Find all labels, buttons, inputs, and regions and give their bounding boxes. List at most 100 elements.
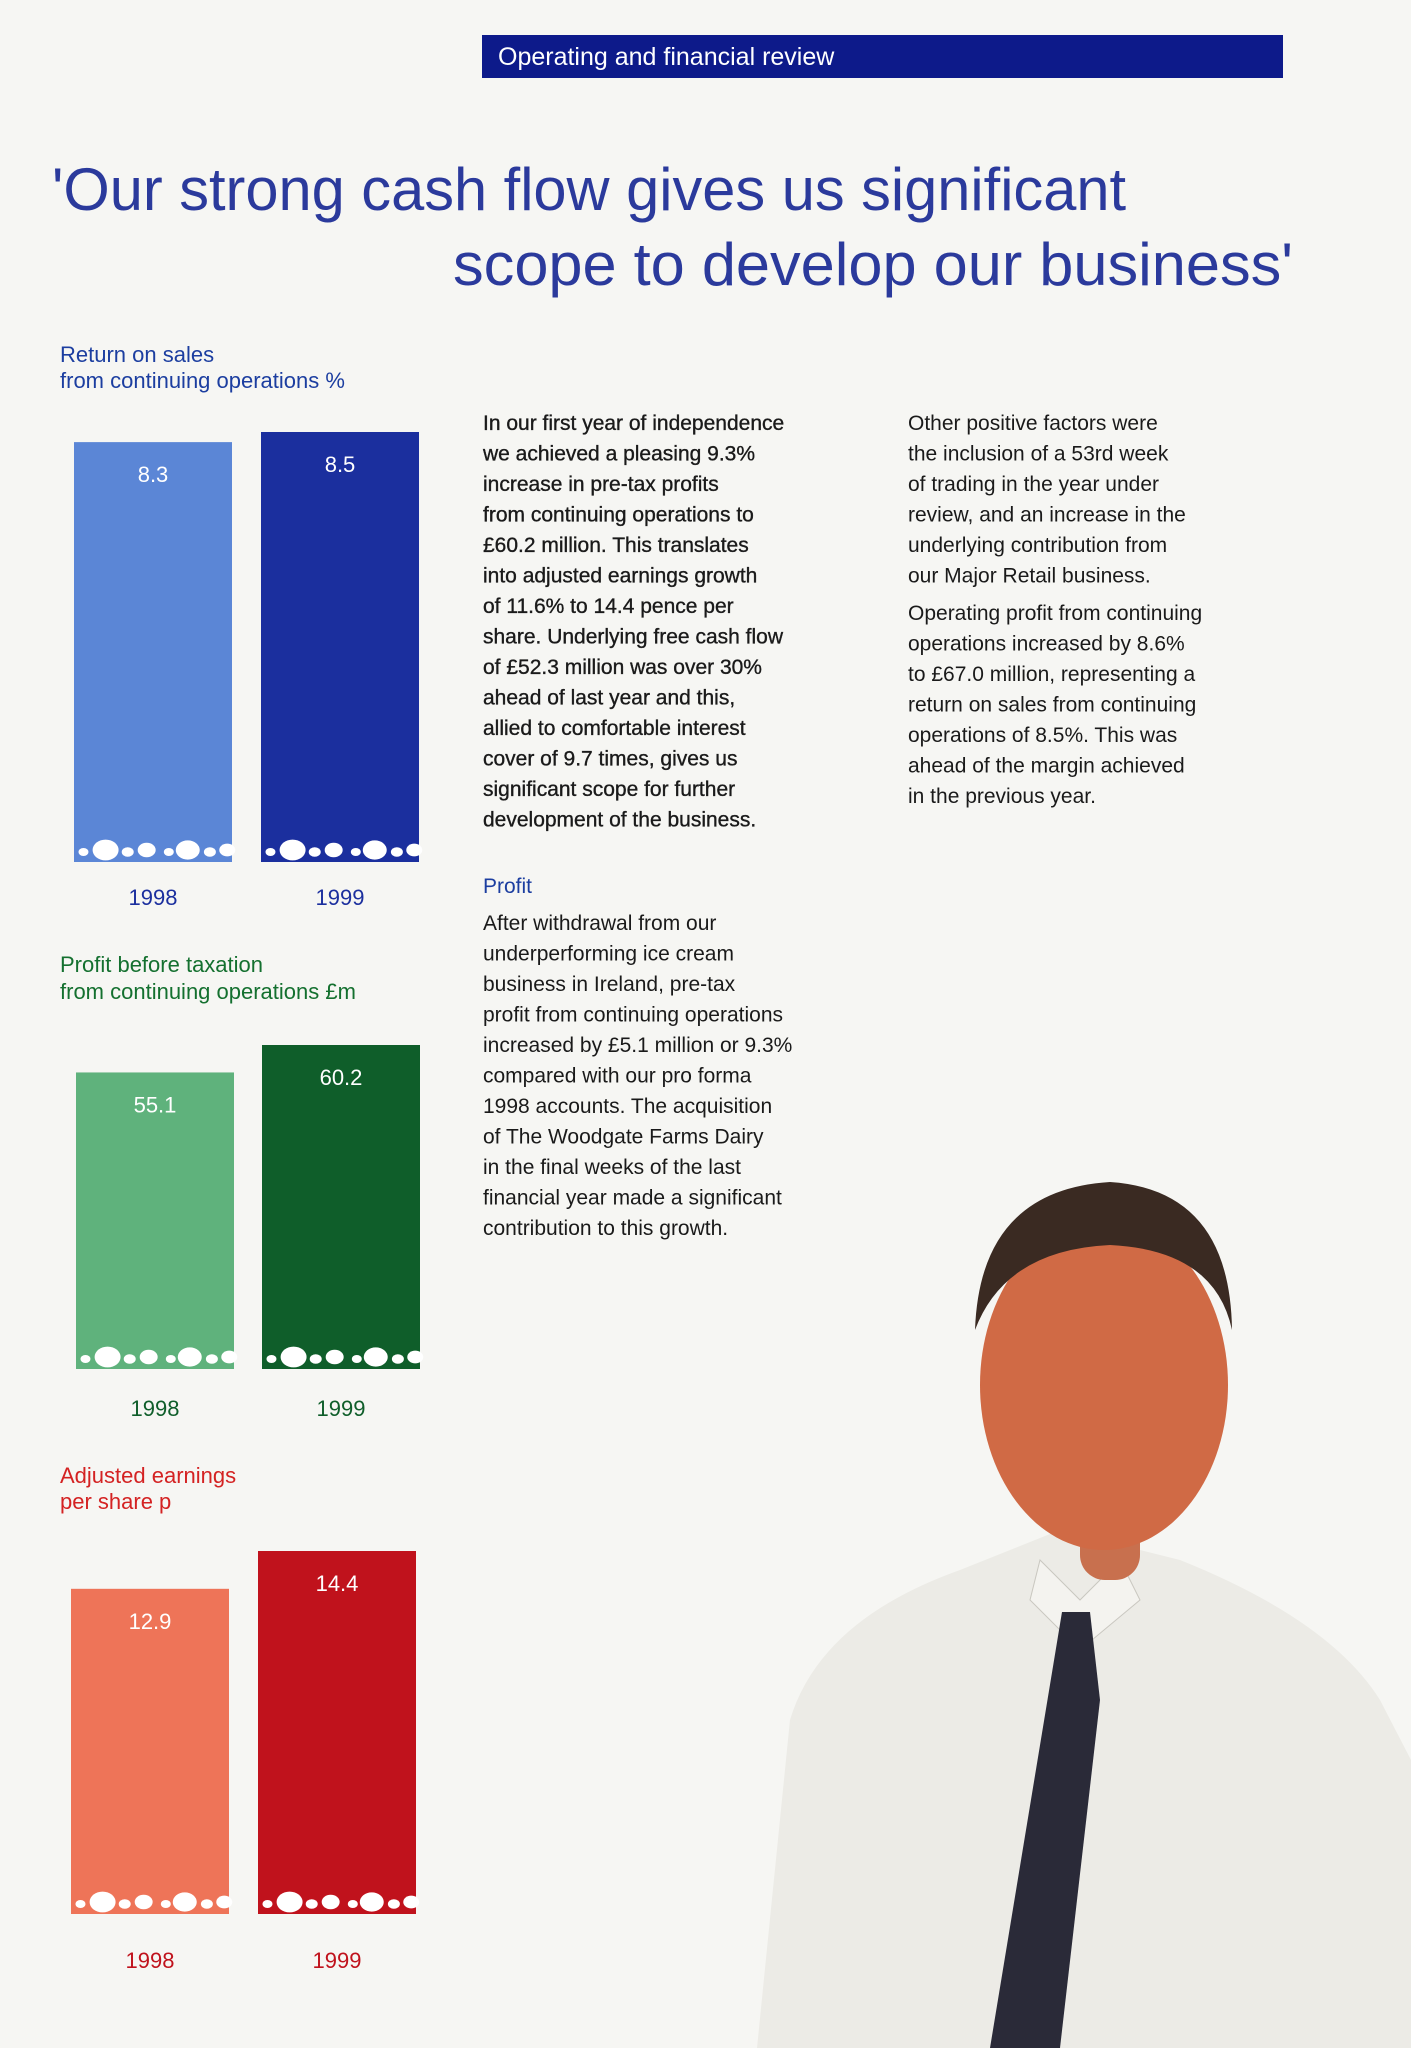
body-line: profit from continuing operations <box>483 1004 783 1027</box>
chart-title: Profit before taxation <box>60 952 263 977</box>
bubble <box>265 848 276 856</box>
portrait <box>757 1182 1411 2048</box>
bubble <box>89 1891 116 1913</box>
category-label: 1999 <box>316 885 365 910</box>
bubble <box>387 1899 400 1909</box>
body-line: increased by £5.1 million or 9.3% <box>483 1034 792 1057</box>
bubble <box>134 1894 153 1910</box>
chart-title: Return on sales <box>60 342 214 367</box>
body-line: from continuing operations to <box>483 504 754 527</box>
bubble <box>75 1900 86 1908</box>
bar <box>71 1588 229 1914</box>
body-line: of The Woodgate Farms Dairy <box>483 1126 764 1149</box>
body-line: review, and an increase in the <box>908 504 1186 527</box>
bubble <box>216 1895 233 1909</box>
body-line: £60.2 million. This translates <box>483 534 749 557</box>
value-label: 14.4 <box>316 1571 359 1596</box>
header-title: Operating and financial review <box>498 43 835 71</box>
bubble <box>279 839 306 861</box>
bubble <box>347 1900 358 1908</box>
bubble <box>175 840 200 860</box>
body-line: increase in pre-tax profits <box>483 473 719 496</box>
body-line: underlying contribution from <box>908 534 1167 557</box>
bubble <box>205 1354 218 1364</box>
bubble <box>172 1892 197 1912</box>
value-label: 60.2 <box>320 1065 363 1090</box>
section-heading: Profit <box>483 875 532 898</box>
chart-title: from continuing operations £m <box>60 979 356 1004</box>
body-line: After withdrawal from our <box>483 912 716 935</box>
bubble <box>80 1355 91 1363</box>
body-line: Operating profit from continuing <box>908 602 1202 625</box>
bubble <box>123 1354 136 1364</box>
body-line: of £52.3 million was over 30% <box>483 656 762 679</box>
bubble <box>139 1349 158 1365</box>
body-line: in the final weeks of the last <box>483 1156 741 1179</box>
bubble <box>203 847 216 857</box>
bubble <box>309 1354 322 1364</box>
body-line: to £67.0 million, representing a <box>908 663 1195 686</box>
body-line: development of the business. <box>483 809 756 832</box>
bubble <box>165 1355 176 1363</box>
body-line: financial year made a significant <box>483 1187 782 1210</box>
body-line: In our first year of independence <box>483 412 784 435</box>
body-line: operations of 8.5%. This was <box>908 724 1177 747</box>
chart-title: from continuing operations % <box>60 368 345 393</box>
bubble <box>276 1891 303 1913</box>
header-band <box>482 35 1283 78</box>
bubble <box>351 1355 362 1363</box>
body-line: contribution to this growth. <box>483 1217 728 1240</box>
bubble <box>219 843 236 857</box>
value-label: 55.1 <box>134 1092 177 1117</box>
bubble <box>121 847 134 857</box>
body-line: in the previous year. <box>908 785 1096 808</box>
category-label: 1999 <box>317 1396 366 1421</box>
bubble <box>406 843 423 857</box>
bubble <box>92 839 119 861</box>
body-line: of trading in the year under <box>908 473 1159 496</box>
body-line: ahead of last year and this, <box>483 687 735 710</box>
tie <box>990 1612 1100 2048</box>
bar <box>261 432 419 862</box>
body-line: the inclusion of a 53rd week <box>908 443 1169 466</box>
body-line: Other positive factors were <box>908 412 1158 435</box>
category-label: 1998 <box>131 1396 180 1421</box>
hair <box>975 1182 1232 1330</box>
category-label: 1998 <box>126 1948 175 1973</box>
bubble <box>221 1350 238 1364</box>
bubble <box>403 1895 420 1909</box>
bubble <box>305 1899 318 1909</box>
bubble <box>177 1347 202 1367</box>
head <box>980 1220 1228 1550</box>
bubble <box>407 1350 424 1364</box>
body-line: operations increased by 8.6% <box>908 633 1185 656</box>
body-line: cover of 9.7 times, gives us <box>483 748 737 771</box>
body-line: compared with our pro forma <box>483 1065 752 1088</box>
bar <box>76 1072 234 1369</box>
bubble <box>390 847 403 857</box>
bubble <box>325 1349 344 1365</box>
category-label: 1999 <box>313 1948 362 1973</box>
body-line: we achieved a pleasing 9.3% <box>482 443 755 466</box>
bubble <box>308 847 321 857</box>
bubble <box>78 848 89 856</box>
bubble <box>163 848 174 856</box>
bubble <box>391 1354 404 1364</box>
bubble <box>160 1900 171 1908</box>
bubble <box>324 842 343 858</box>
body-line: business in Ireland, pre-tax <box>483 973 736 996</box>
body-line: return on sales from continuing <box>908 694 1196 717</box>
bubble <box>137 842 156 858</box>
body-line: our Major Retail business. <box>908 565 1151 588</box>
bar <box>74 442 232 862</box>
body-line: ahead of the margin achieved <box>908 755 1185 778</box>
bubble <box>94 1346 121 1368</box>
body-line: into adjusted earnings growth <box>483 565 757 588</box>
bubble <box>350 848 361 856</box>
body-line: 1998 accounts. The acquisition <box>483 1095 772 1118</box>
bar <box>258 1551 416 1914</box>
value-label: 12.9 <box>129 1609 172 1634</box>
bubble <box>359 1892 384 1912</box>
